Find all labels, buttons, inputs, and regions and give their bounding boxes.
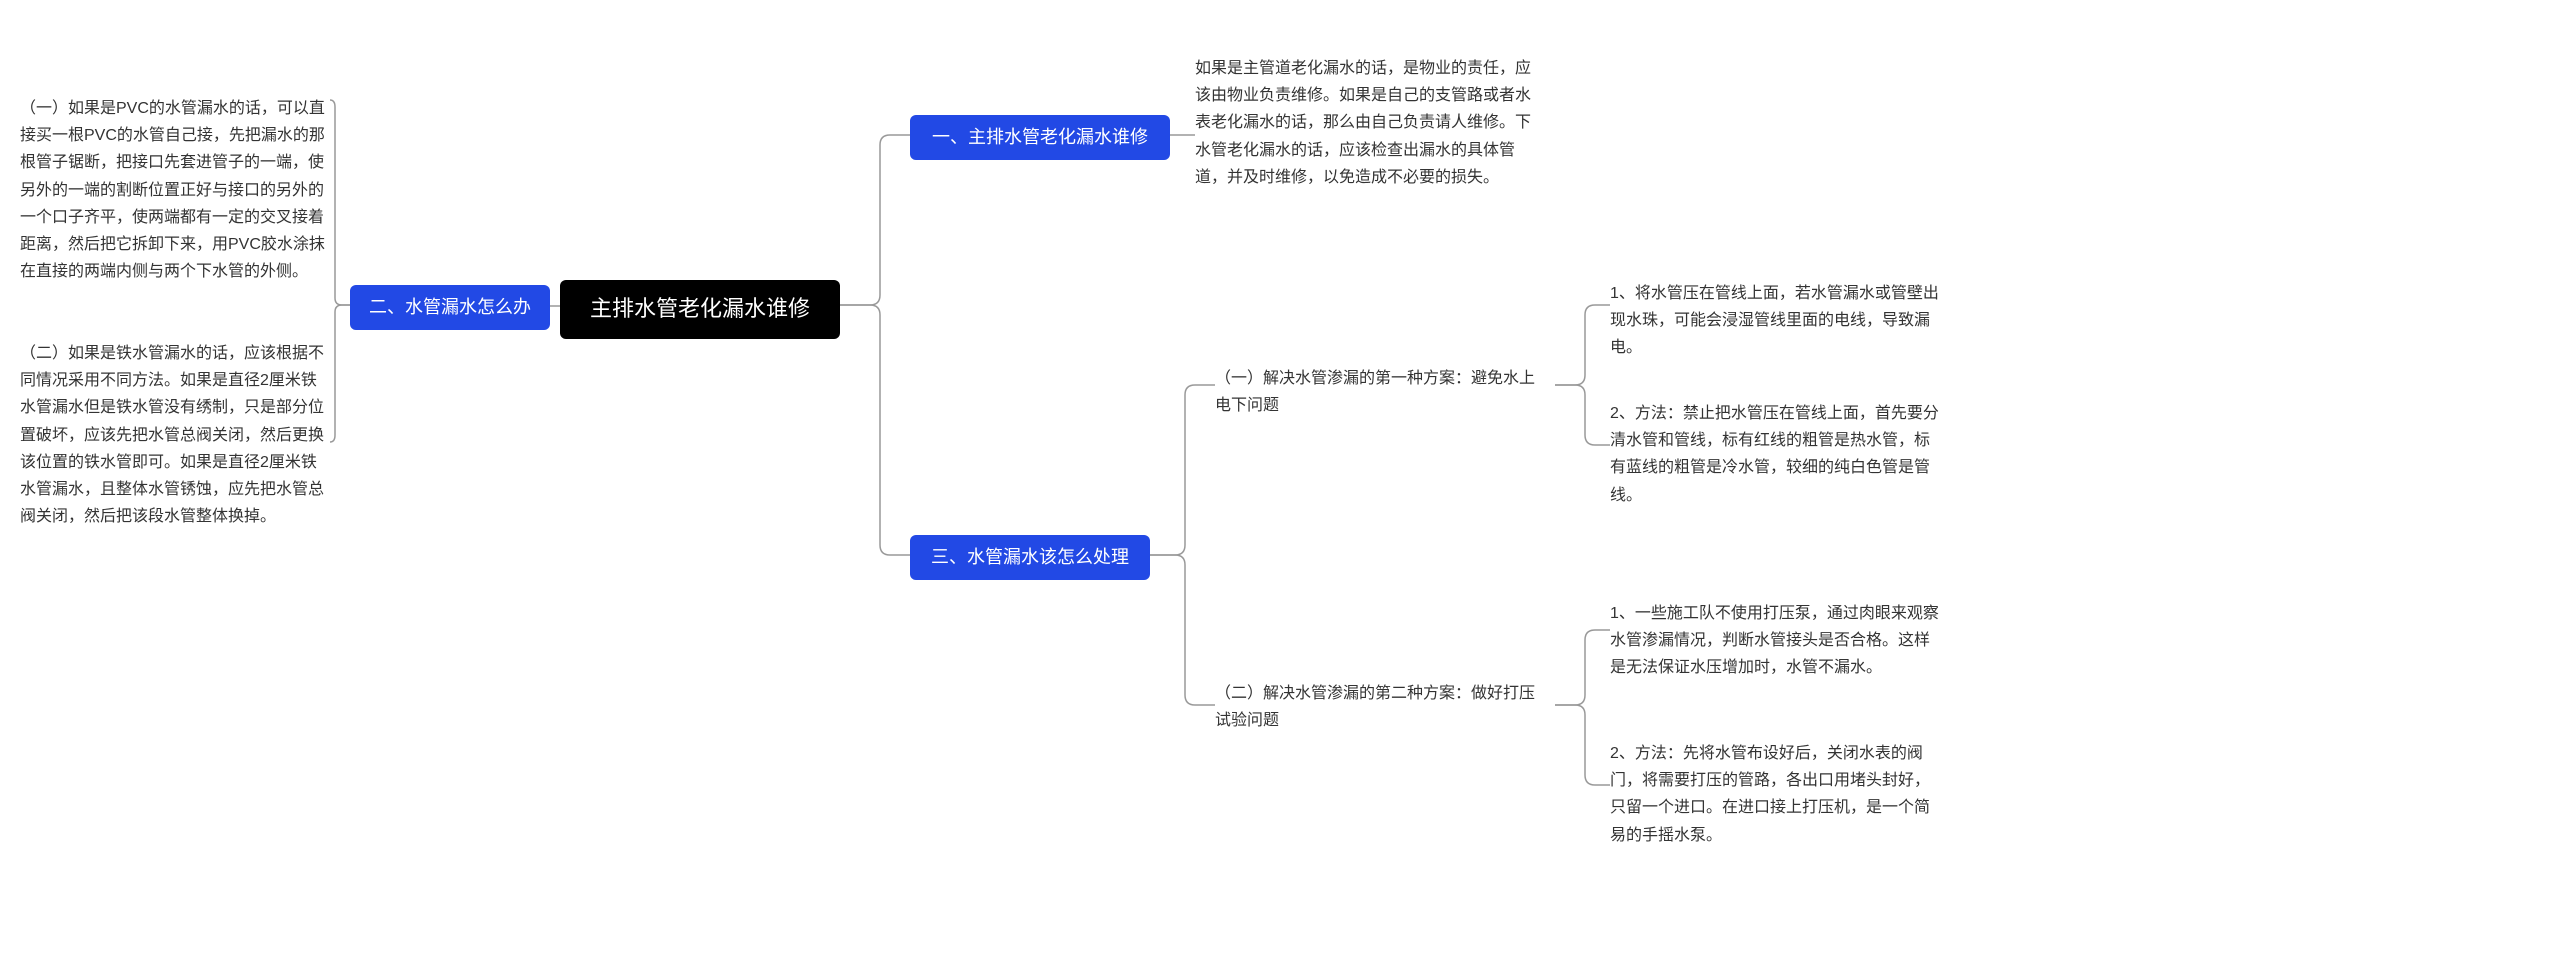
leaf-3-1-1: 1、将水管压在管线上面，若水管漏水或管壁出现水珠，可能会浸湿管线里面的电线，导致…	[1610, 280, 1940, 362]
leaf-3-1-2: 2、方法：禁止把水管压在管线上面，首先要分清水管和管线，标有红线的粗管是热水管，…	[1610, 400, 1940, 509]
connector-root-right	[840, 115, 910, 575]
leaf-2-2: （二）如果是铁水管漏水的话，应该根据不同情况采用不同方法。如果是直径2厘米铁水管…	[20, 340, 330, 530]
connector-root-b2	[550, 305, 560, 307]
leaf-1: 如果是主管道老化漏水的话，是物业的责任，应该由物业负责维修。如果是自己的支管路或…	[1195, 55, 1535, 191]
connector-b1-leaf1	[1170, 130, 1195, 140]
root-label: 主排水管老化漏水谁修	[590, 294, 810, 325]
leaf-2-1: （一）如果是PVC的水管漏水的话，可以直接买一根PVC的水管自己接，先把漏水的那…	[20, 95, 330, 285]
root-node[interactable]: 主排水管老化漏水谁修	[560, 280, 840, 339]
branch-2-label: 二、水管漏水怎么办	[369, 295, 531, 320]
sub-3-2: （二）解决水管渗漏的第二种方案：做好打压试验问题	[1215, 680, 1545, 734]
branch-1-label: 一、主排水管老化漏水谁修	[932, 125, 1148, 150]
branch-3-label: 三、水管漏水该怎么处理	[931, 545, 1129, 570]
branch-3[interactable]: 三、水管漏水该怎么处理	[910, 535, 1150, 580]
leaf-3-2-1: 1、一些施工队不使用打压泵，通过肉眼来观察水管渗漏情况，判断水管接头是否合格。这…	[1610, 600, 1940, 682]
leaf-3-2-2: 2、方法：先将水管布设好后，关闭水表的阀门，将需要打压的管路，各出口用堵头封好，…	[1610, 740, 1940, 849]
bracket-3-2	[1555, 615, 1610, 825]
branch-1[interactable]: 一、主排水管老化漏水谁修	[910, 115, 1170, 160]
bracket-b2	[330, 95, 350, 555]
connector-b3-fork	[1150, 375, 1215, 725]
bracket-3-1	[1555, 290, 1610, 500]
sub-3-1: （一）解决水管渗漏的第一种方案：避免水上电下问题	[1215, 365, 1545, 419]
branch-2[interactable]: 二、水管漏水怎么办	[350, 285, 550, 330]
